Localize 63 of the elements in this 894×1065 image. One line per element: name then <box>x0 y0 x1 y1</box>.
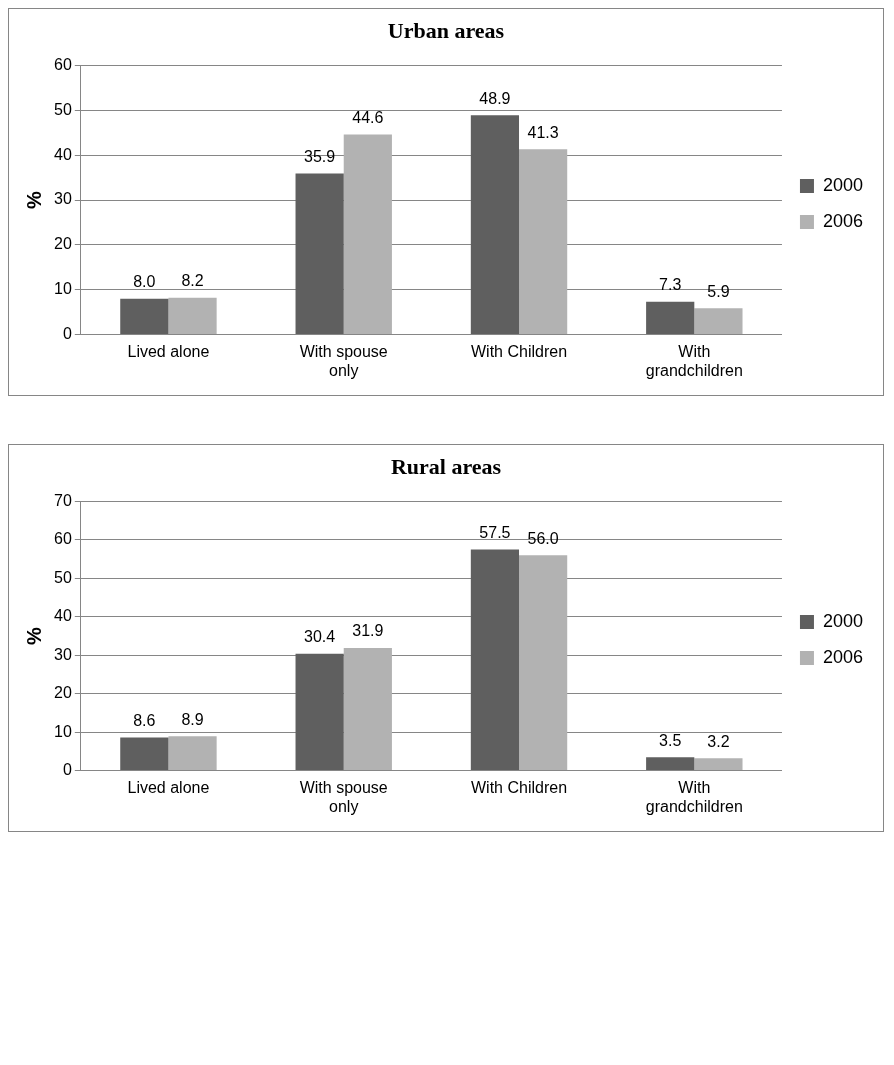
bar <box>295 173 344 335</box>
bar <box>168 297 217 335</box>
bar <box>343 134 392 335</box>
bar <box>694 758 743 771</box>
y-axis-title: % <box>22 190 45 209</box>
legend-label: 2006 <box>822 210 863 231</box>
x-tick-label: With Children <box>471 342 568 360</box>
bar <box>120 737 169 771</box>
x-tick-label: With Children <box>471 778 568 796</box>
data-label: 31.9 <box>352 622 384 640</box>
data-label: 3.5 <box>659 731 682 749</box>
legend-label: 2006 <box>822 646 863 667</box>
bar <box>694 308 743 335</box>
bar <box>470 549 520 771</box>
x-tick-label: With spouse only <box>299 342 388 379</box>
bar <box>646 757 695 771</box>
x-tick-label: Lived alone <box>127 778 210 796</box>
y-tick-label: 20 <box>54 235 72 253</box>
y-tick-label: 0 <box>62 325 72 343</box>
y-tick-label: 10 <box>54 722 72 740</box>
bar <box>295 653 344 771</box>
y-tick-label: 60 <box>54 55 72 73</box>
data-label: 57.5 <box>479 523 511 541</box>
chart-title: Urban areas <box>387 17 505 43</box>
y-tick-label: 10 <box>54 280 72 298</box>
y-tick-label: 30 <box>54 645 72 663</box>
x-tick-label: Lived alone <box>127 342 210 360</box>
data-label: 8.2 <box>181 272 204 290</box>
data-label: 7.3 <box>659 276 682 294</box>
legend-label: 2000 <box>822 174 863 195</box>
y-tick-label: 50 <box>54 568 72 586</box>
y-tick-label: 70 <box>54 491 72 509</box>
y-axis-title: % <box>22 626 45 645</box>
y-tick-label: 0 <box>62 761 72 779</box>
bar <box>519 555 568 771</box>
y-tick-label: 30 <box>54 190 72 208</box>
data-label: 30.4 <box>304 628 336 646</box>
data-label: 44.6 <box>352 108 384 126</box>
y-tick-label: 20 <box>54 684 72 702</box>
data-label: 56.0 <box>527 529 559 547</box>
bar <box>470 115 520 335</box>
bar <box>519 149 568 335</box>
data-label: 3.2 <box>707 732 730 750</box>
bar <box>343 647 392 771</box>
data-label: 35.9 <box>304 147 336 165</box>
bar <box>168 736 217 771</box>
bar <box>646 301 695 335</box>
data-label: 48.9 <box>479 89 511 107</box>
chart-title: Rural areas <box>390 453 502 479</box>
data-label: 8.0 <box>133 273 156 291</box>
y-tick-label: 60 <box>54 530 72 548</box>
y-tick-label: 50 <box>54 100 72 118</box>
y-tick-label: 40 <box>54 607 72 625</box>
x-tick-label: With grandchildren <box>645 342 743 379</box>
x-tick-label: With grandchildren <box>645 778 743 815</box>
data-label: 8.6 <box>133 711 156 729</box>
data-label: 41.3 <box>527 123 559 141</box>
data-label: 5.9 <box>707 282 730 300</box>
y-tick-label: 40 <box>54 145 72 163</box>
bar <box>120 298 169 335</box>
data-label: 8.9 <box>181 710 204 728</box>
legend-label: 2000 <box>822 610 863 631</box>
x-tick-label: With spouse only <box>299 778 388 815</box>
